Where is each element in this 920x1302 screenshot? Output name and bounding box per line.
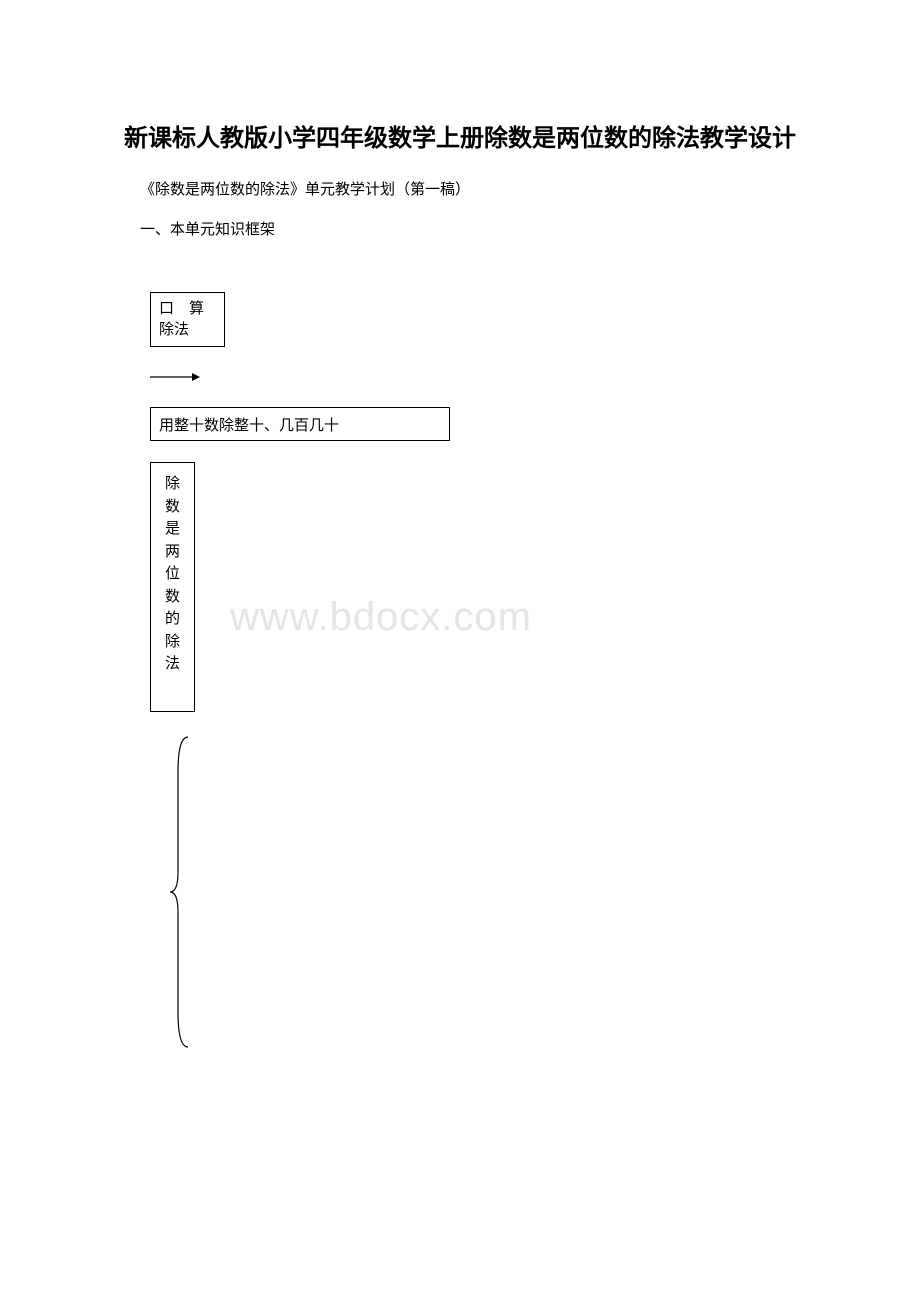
brace-icon (168, 732, 198, 1057)
box-1-line-2: 除法 (159, 320, 216, 341)
diagram-box-2: 用整十数除整十、几百几十 (150, 407, 450, 441)
box-2-text: 用整十数除整十、几百几十 (159, 418, 339, 434)
section-heading: 一、本单元知识框架 (140, 218, 800, 242)
arrow-icon (150, 370, 200, 388)
diagram-box-1: 口 算 除法 (150, 292, 225, 347)
box-1-line-1: 口 算 (159, 299, 216, 320)
diagram-box-3: 除 数 是 两 位 数 的 除 法 (150, 462, 195, 712)
box-3-vertical-text: 除 数 是 两 位 数 的 除 法 (163, 473, 182, 676)
watermark: www.bdocx.com (230, 595, 532, 640)
page-title: 新课标人教版小学四年级数学上册除数是两位数的除法教学设计 (120, 120, 800, 158)
subtitle: 《除数是两位数的除法》单元教学计划（第一稿） (140, 178, 800, 202)
